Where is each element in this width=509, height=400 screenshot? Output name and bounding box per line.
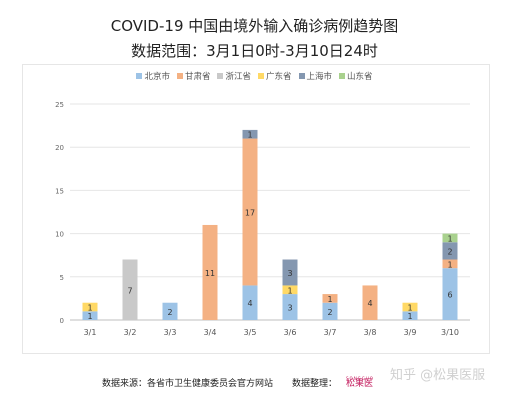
bar-segment (162, 302, 178, 320)
legend-item: 甘肃省 (176, 70, 211, 82)
footer-source: 数据来源：各省市卫生健康委员会官方网站 (102, 379, 274, 389)
x-tick-label: 3/9 (404, 328, 417, 337)
data-label: 1 (87, 312, 92, 321)
legend-item: 北京市 (136, 70, 170, 82)
bar-segment (242, 129, 258, 139)
legend-swatch (339, 73, 346, 79)
data-label: 17 (245, 209, 255, 218)
bar-segment (82, 302, 98, 312)
data-label: 1 (87, 304, 92, 313)
x-tick-label: 3/8 (364, 328, 377, 337)
legend-swatch (258, 73, 264, 79)
bar-segment (442, 242, 458, 260)
bar-segment (442, 268, 458, 320)
x-tick-label: 3/7 (324, 328, 337, 337)
legend-swatch (298, 73, 305, 79)
legend-swatch (217, 73, 224, 79)
legend-label: 山东省 (347, 72, 373, 82)
chart-subtitle: 数据范围：3月1日0时-3月10日24时 (131, 42, 378, 60)
x-tick-label: 3/10 (441, 328, 459, 337)
logo-text: 松果医 (346, 379, 374, 389)
bar-segment (402, 311, 418, 320)
bar-segment (362, 285, 378, 320)
data-label: 1 (447, 260, 452, 269)
x-tick-label: 3/5 (244, 328, 257, 337)
x-tick-label: 3/2 (124, 328, 137, 337)
legend-item: 广东省 (258, 70, 292, 82)
x-tick-label: 3/6 (284, 328, 297, 337)
bar-segment (442, 259, 458, 269)
logo-subtext: SONGGUO (346, 376, 374, 381)
songguo-logo: 松果医 SONGGUO (346, 372, 388, 392)
y-tick-label: 5 (60, 274, 64, 282)
y-tick-label: 0 (60, 317, 64, 325)
bar-segment (322, 302, 338, 320)
bar-segment (282, 259, 298, 286)
bar-segment (122, 259, 138, 320)
legend-swatch (136, 73, 143, 79)
data-label: 11 (205, 269, 215, 278)
bar-segment (82, 311, 98, 320)
bar-segment (202, 224, 218, 320)
bar-segment (322, 294, 338, 303)
y-tick-label: 20 (55, 144, 64, 152)
data-label: 1 (447, 234, 452, 243)
y-tick-label: 25 (55, 101, 64, 109)
x-tick-label: 3/4 (204, 328, 217, 337)
legend-swatch (176, 73, 183, 79)
bar-segment (242, 138, 258, 286)
legend-label: 浙江省 (225, 72, 251, 82)
data-label: 1 (247, 131, 252, 140)
bar-segment (282, 285, 298, 295)
x-tick-label: 3/3 (164, 328, 177, 337)
data-label: 1 (287, 286, 292, 295)
legend-label: 上海市 (306, 72, 333, 82)
data-label: 2 (167, 308, 172, 317)
legend-label: 北京市 (144, 72, 170, 82)
legend-item: 山东省 (339, 70, 373, 82)
data-label: 7 (127, 286, 132, 295)
footer: 数据来源：各省市卫生健康委员会官方网站 数据整理： 松果医 SONGGUO (0, 372, 509, 392)
data-label: 2 (447, 247, 452, 256)
y-tick-label: 15 (55, 187, 64, 195)
data-label: 2 (327, 308, 332, 317)
data-label: 1 (407, 312, 412, 321)
data-label: 1 (407, 304, 412, 313)
data-label: 1 (327, 295, 332, 304)
footer-organizer-label: 数据整理： (292, 379, 338, 389)
legend-label: 甘肃省 (184, 72, 211, 82)
data-label: 3 (287, 269, 292, 278)
y-tick-label: 10 (55, 231, 64, 239)
chart-title: COVID-19 中国由境外输入确诊病例趋势图 (110, 17, 399, 35)
bar-segment (282, 294, 298, 320)
data-label: 6 (447, 291, 452, 300)
legend-item: 浙江省 (217, 70, 251, 82)
legend-label: 广东省 (266, 72, 292, 82)
x-tick-label: 3/1 (84, 328, 97, 337)
bar-segment (242, 285, 258, 320)
zhihu-watermark: 知乎 @松果医服 (390, 368, 486, 383)
data-label: 3 (287, 304, 292, 313)
legend-item: 上海市 (298, 70, 333, 82)
chart-legend: 北京市 甘肃省 浙江省 广东省 上海市 山东省 (0, 70, 509, 82)
data-label: 4 (247, 299, 252, 308)
bar-segment (442, 233, 458, 243)
bar-segment (402, 302, 418, 312)
data-label: 4 (367, 299, 372, 308)
